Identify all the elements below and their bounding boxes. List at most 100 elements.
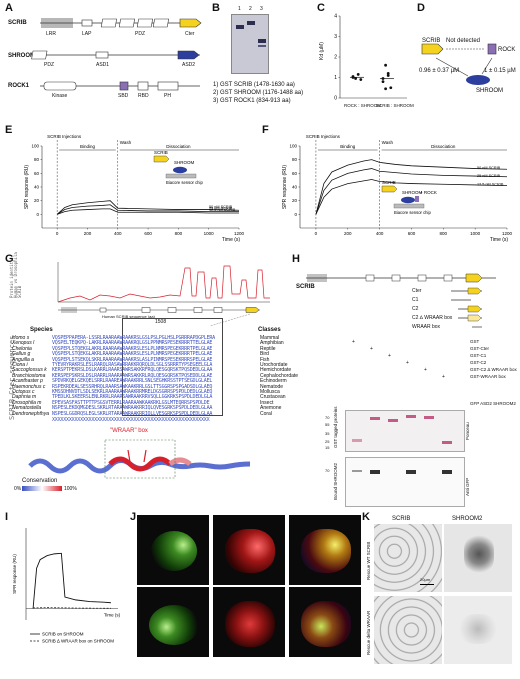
protein-name-scrib: SCRIB [8,20,27,26]
phase-label-binding: Binding [340,144,356,149]
lane-label-2: 2 [249,6,252,12]
data-point [384,87,387,91]
y-tick-label: 100 [31,144,39,149]
domain-lrr-label: LRR [46,31,57,37]
series-line [315,159,508,215]
sequence-text: NSPESLEKDQMGDESLSKRLRTARAAWRAAKRRIQLQVES… [52,405,213,412]
class-name: Mammal [260,335,280,341]
sequence-text: VQSPEPLSTQEKGLAKRLRAARAAWRAAKRSLESLPLNMR… [52,345,213,352]
marker-70b: 70 [325,468,330,473]
x-tick-label: 1200 [502,231,513,236]
domain-kinase-label: Kinase [52,93,68,99]
micro-merge-1 [289,515,361,585]
domain-pdz2-label: PDZ [44,62,54,68]
series-line [57,208,239,215]
x-axis-label: Time (s) [104,613,121,618]
sequence-text: SPDVRKQELGEKQELSRRLRAAREAWRAAKRRLSNLSEGH… [52,378,213,385]
phase-label-dissociation: Dissociation [166,144,191,149]
alignment-row: Octopus c KMSSDHNVDTLSDLSEKRLRAARAAWRAAKR… [12,389,280,395]
alignment-row: Anguilla a VQSPEPLSTSEKQLSKRLRAARAAWRAAKR… [12,356,269,363]
header-species: Species [30,327,53,333]
alignment-row: Drosophila m EPEVSASFASTTPTTPSGSVTERRLRAA… [12,399,273,406]
k-col-shroom2: SHROOM2 [452,516,483,522]
micro-myc-2 [213,587,285,657]
chip-label-scrib: SCRIB [154,150,168,155]
species-name: Homo s [12,335,30,341]
blot-band [424,416,434,419]
sequence-text: VQSPEPLSTSEKQLSKRLRAARAAWRAAKRSLASLPINMR… [52,356,213,363]
panel-label-j: J [130,511,137,523]
gel-band [247,21,255,25]
marker-25: 25 [325,439,330,444]
species-name: Haemonchus c [12,383,46,390]
series-line [315,168,508,215]
species-name: Gallus g [12,351,31,358]
wraar-box-label: "WRAAR" box [110,428,148,434]
alignment-row: Chelonia VQSPEPLSTQEKGLAKRLRAARAAWRAAKRSL… [12,345,276,352]
marker-15: 15 [325,445,330,450]
sequence-text: RSPEKRDEALSESSRHRQLRAARSAWKAAKRRLGSLTTSG… [52,383,213,390]
series-label: 25 nM SCRIB [477,174,501,178]
node-shroom: SHROOM [476,88,503,94]
x-tick-label: 200 [344,231,352,236]
domain-cter-label: Cter [185,31,195,37]
chip-label-biacore: Biacore sensor chip [166,180,203,185]
series-line [56,200,240,215]
phase-label-binding: Binding [80,144,96,149]
x-axis-label: Time (s) [490,237,508,243]
alignment-row: Xenopus l VQSPELTEQKPQ-LAKRLRAARAAWRAAKRQ… [12,341,284,346]
series-label: 12.5 nM SCRIB [477,183,504,187]
alignment-row: Acanthaster p SPDVRKQELGEKQELSRRLRAAREAWR… [12,378,287,385]
chip-label-shroom: SHROOM [174,160,195,165]
spr-chart-e: 0 200 400 600 800 1000 1200 0 20 40 60 80 100 Time (s… [24,134,245,243]
y-tick-label: 0 [294,212,297,217]
domain-shapes [31,18,202,91]
k-shroom2-delta [444,596,512,664]
species-name: Daphnia m [12,394,37,401]
class-name: Reptile [260,345,276,352]
y-tick-label: 1 [334,75,337,81]
sequence-text: KERSPTPEKRSLDSLKARRLRAARSAWRSAKKRFRQLQES… [52,367,213,374]
condition-plus: + [424,367,427,373]
y-tick-label: 3 [334,34,337,40]
blot-band [352,439,362,442]
alignment-row: Gallus g VQSPEPLSTQEKGLAKRLRAARAAWRAAKRSL… [12,351,269,358]
structure-cartoon [28,439,251,479]
sequence-text: KMSSDHNVDTLSDLSEKRLRAARAAWRAAKRRMRELDGSG… [52,389,213,395]
edge-not-detected: Not detected [446,38,481,44]
chip-label-shroom: SHROOM [402,190,423,195]
blot-band [442,470,452,474]
micro-myc-1 [213,515,285,585]
class-name: Insect [260,399,274,406]
construct-c1: C1 [412,297,419,303]
data-point [386,72,390,75]
sequence-text: VQSPEPPAPERA-LSSRLRAARAAWRAAKRSLGSLPSLPG… [52,335,215,341]
chip-rock-icon [415,196,419,202]
condition-label: GST-WRAAR box [470,374,506,379]
species-name: Acanthaster p [12,378,43,385]
k-row-delta: Rescue delta WRAAR [366,610,371,655]
series-label: 12.5 nM SCRIB [209,208,236,212]
kd-scatter-chart: 0 1 2 3 4 [334,14,407,102]
species-name: Chelonia [12,345,32,352]
panel-label-h: H [292,253,300,265]
gel-image [231,14,269,74]
construct-c2: C2 [412,306,419,312]
phase-label-wash: Wash [382,140,394,145]
x-tick-label: 600 [408,231,416,236]
kd-ylabel: Kd (µM) [319,42,325,60]
sequence-text: TPEDLKLSKEERSLENLRKRLRAARSAWRAAKRRVSQLLG… [52,394,213,401]
alignment-row: Ciona i TYEVRYRAKRSLESLRARQLRASAWRRAKKRQR… [12,363,288,368]
x-tick-label: 0 [315,231,318,236]
gel-band [236,25,244,29]
panel-label-g: G [5,253,14,265]
x-tick-label: 200 [84,231,92,236]
domain-rbd-label: RBD [138,93,149,99]
class-name: Mollusca [260,389,280,395]
sequence-text: EPEVSASFASTTPTTPSGSVTERRLRAARAAWKAAKRKLG… [52,399,210,406]
interaction-shapes [421,43,497,85]
conservation-scale-label: Conservation [22,478,58,484]
x-tick-label: 1000 [470,231,481,236]
scale-bar [420,584,434,585]
species-name: Dendronephthya [12,410,49,417]
